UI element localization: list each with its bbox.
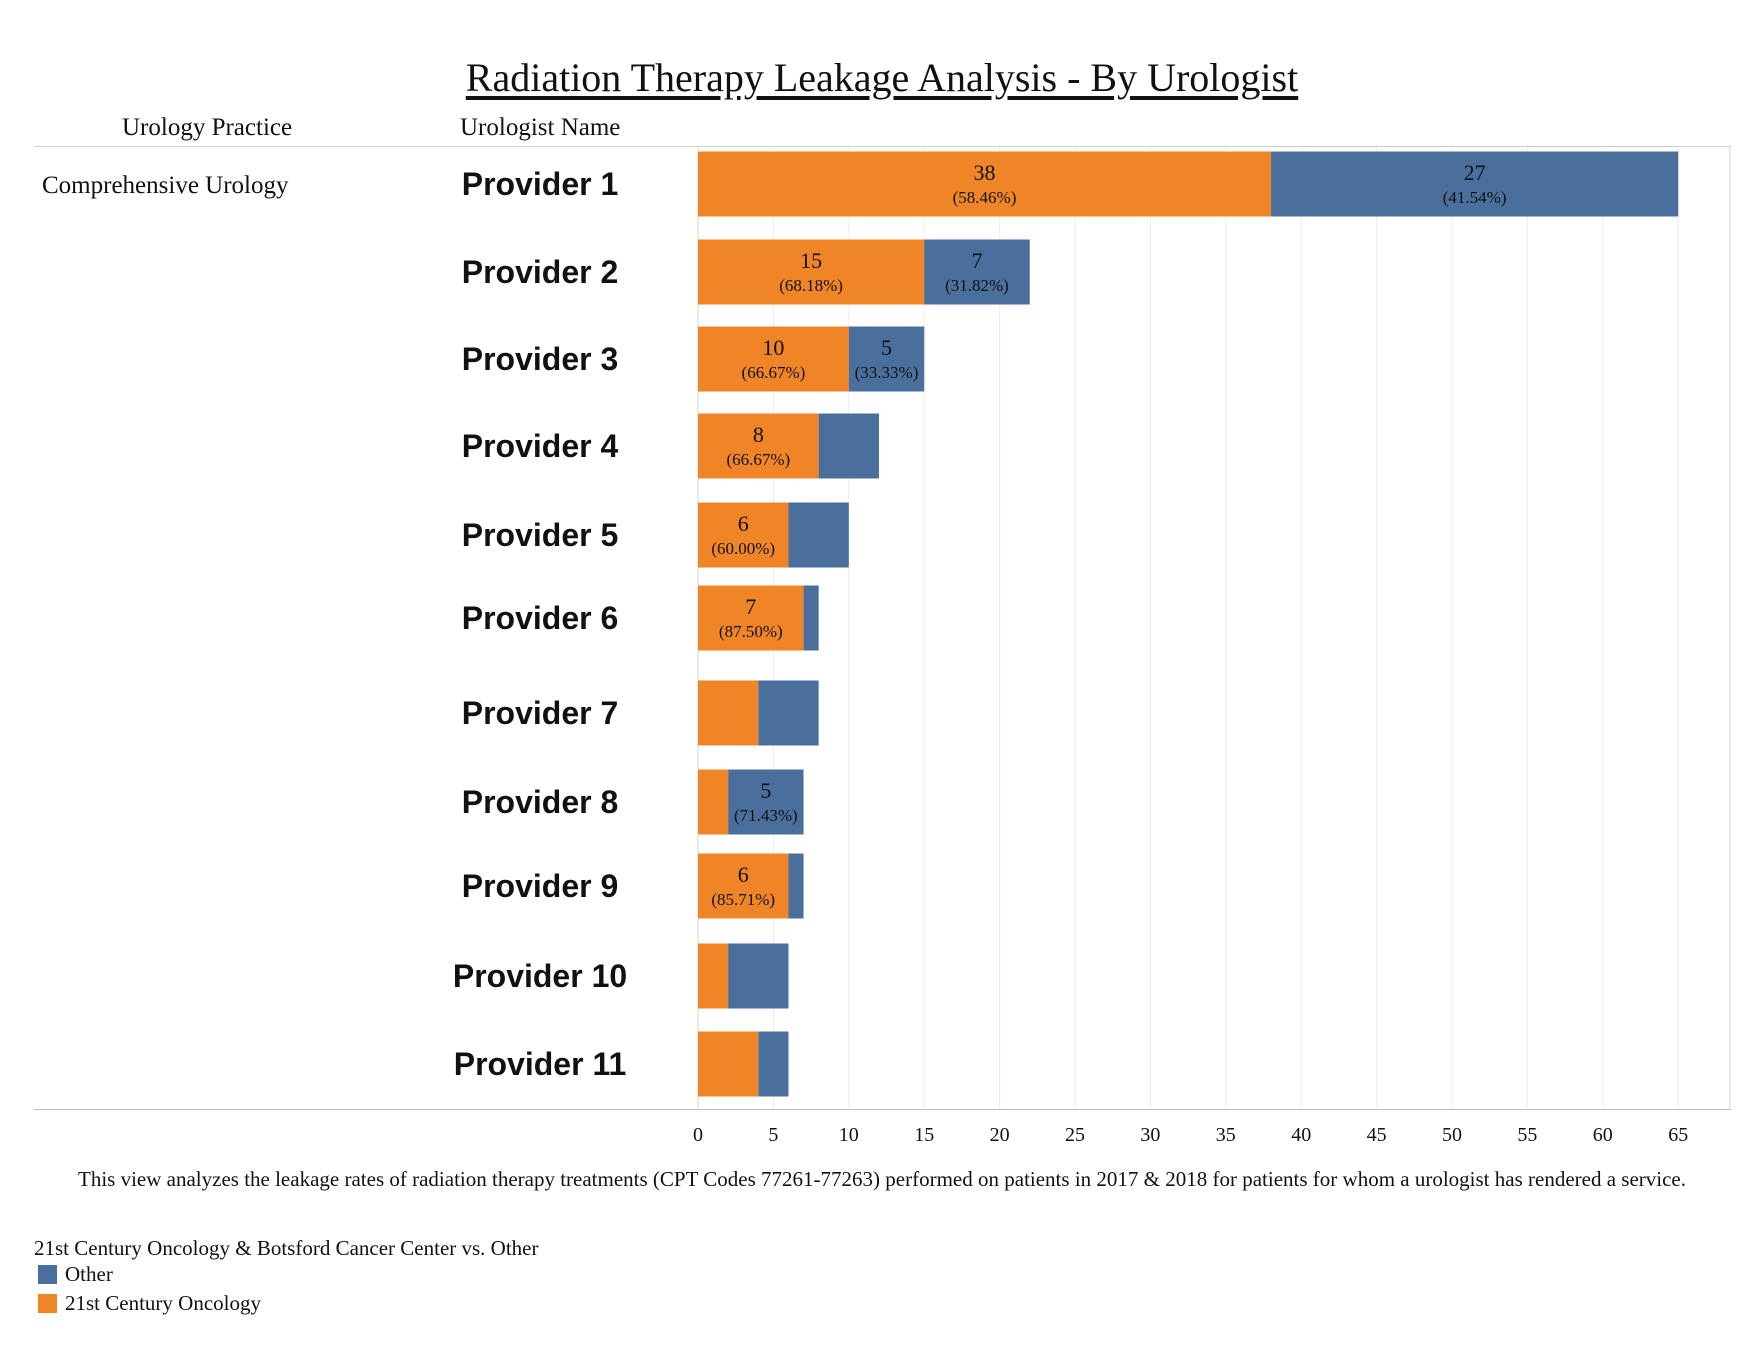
bar-segment-21st-century-oncology bbox=[698, 680, 759, 746]
bar-value-label: 27 bbox=[1464, 160, 1486, 185]
bar-value-label: 10 bbox=[762, 335, 784, 360]
bar-segment-21st-century-oncology bbox=[698, 853, 789, 919]
urologist-name-label: Provider 7 bbox=[462, 695, 619, 731]
legend-swatch-other bbox=[38, 1265, 57, 1284]
bar-segment-21st-century-oncology bbox=[698, 239, 925, 305]
x-tick-label: 65 bbox=[1668, 1124, 1688, 1146]
bar-segment-other bbox=[1271, 151, 1679, 217]
bar-segment-other bbox=[728, 769, 804, 835]
x-tick-label: 30 bbox=[1140, 1124, 1160, 1146]
bar-segment-other bbox=[758, 1031, 789, 1097]
x-tick-label: 45 bbox=[1367, 1124, 1387, 1146]
bar-percent-label: (66.67%) bbox=[742, 363, 806, 382]
bar-value-label: 8 bbox=[753, 422, 764, 447]
bar-percent-label: (31.82%) bbox=[945, 276, 1009, 295]
x-tick-label: 40 bbox=[1291, 1124, 1311, 1146]
bar-percent-label: (85.71%) bbox=[711, 890, 775, 909]
x-tick-label: 0 bbox=[693, 1124, 703, 1146]
bar-segment-21st-century-oncology bbox=[698, 413, 819, 479]
x-axis-ticks: 0 5 10 15 20 25 30 35 40 45 50 55 60 65 bbox=[693, 1124, 1688, 1146]
urologist-name-label: Provider 10 bbox=[453, 958, 627, 994]
bar-value-label: 5 bbox=[760, 778, 771, 803]
urologist-name-label: Provider 8 bbox=[462, 784, 619, 820]
bar-segment-other bbox=[803, 585, 819, 651]
legend-label-21st-century-oncology: 21st Century Oncology bbox=[65, 1291, 261, 1315]
bar-percent-label: (66.67%) bbox=[726, 450, 790, 469]
stacked-bar-chart: 38 (58.46%) 27 (41.54%) 15 (68.18%) 7 (31.82%) 1… bbox=[453, 147, 1731, 1146]
row-labels: Provider 1 Provider 2 Provider 3 Provider 4… bbox=[453, 166, 627, 1082]
legend-label-other: Other bbox=[65, 1262, 113, 1286]
x-tick-label: 55 bbox=[1517, 1124, 1537, 1146]
x-axis-line bbox=[34, 1109, 1731, 1110]
x-tick-label: 10 bbox=[839, 1124, 859, 1146]
legend-item-other: Other bbox=[38, 1262, 113, 1287]
urologist-name-label: Provider 1 bbox=[462, 166, 619, 202]
x-tick-label: 15 bbox=[914, 1124, 934, 1146]
chart-caption: This view analyzes the leakage rates of … bbox=[78, 1167, 1686, 1191]
bar-segment-other bbox=[728, 943, 789, 1009]
bar-value-label: 6 bbox=[738, 862, 749, 887]
bar-segment-other bbox=[788, 853, 804, 919]
chart-title: Radiation Therapy Leakage Analysis - By … bbox=[465, 55, 1299, 100]
urologist-name-label: Provider 9 bbox=[462, 868, 619, 904]
bar-value-label: 7 bbox=[745, 594, 756, 619]
x-tick-label: 20 bbox=[990, 1124, 1010, 1146]
urologist-name-label: Provider 3 bbox=[462, 341, 619, 377]
urologist-name-label: Provider 2 bbox=[462, 254, 619, 290]
urologist-name-label: Provider 4 bbox=[462, 428, 619, 464]
bars: 38 (58.46%) 27 (41.54%) 15 (68.18%) 7 (31.82%) 1… bbox=[698, 151, 1679, 1097]
bar-percent-label: (87.50%) bbox=[719, 622, 783, 641]
bar-segment-other bbox=[848, 326, 925, 392]
bar-segment-21st-century-oncology bbox=[698, 943, 729, 1009]
bar-value-label: 7 bbox=[971, 248, 982, 273]
bar-segment-21st-century-oncology bbox=[698, 326, 849, 392]
bar-segment-other bbox=[788, 502, 849, 568]
bar-segment-21st-century-oncology bbox=[698, 585, 804, 651]
bar-value-label: 38 bbox=[974, 160, 996, 185]
x-tick-label: 60 bbox=[1593, 1124, 1613, 1146]
x-tick-label: 25 bbox=[1065, 1124, 1085, 1146]
x-tick-label: 50 bbox=[1442, 1124, 1462, 1146]
urologist-name-label: Provider 6 bbox=[462, 600, 619, 636]
bar-percent-label: (60.00%) bbox=[711, 539, 775, 558]
practice-column-header: Urology Practice bbox=[122, 114, 293, 141]
bar-segment-other bbox=[924, 239, 1030, 305]
bar-percent-label: (68.18%) bbox=[779, 276, 843, 295]
legend-item-21st-century-oncology: 21st Century Oncology bbox=[38, 1291, 261, 1316]
legend-title: 21st Century Oncology & Botsford Cancer … bbox=[34, 1236, 539, 1260]
bar-value-label: 5 bbox=[881, 335, 892, 360]
table-top-rule bbox=[34, 146, 1731, 147]
bar-value-label: 6 bbox=[738, 511, 749, 536]
bar-segment-21st-century-oncology bbox=[698, 151, 1272, 217]
bar-percent-label: (41.54%) bbox=[1443, 188, 1507, 207]
practice-name: Comprehensive Urology bbox=[42, 172, 289, 199]
bar-percent-label: (71.43%) bbox=[734, 806, 798, 825]
bar-segment-21st-century-oncology bbox=[698, 769, 729, 835]
bar-segment-21st-century-oncology bbox=[698, 502, 789, 568]
x-tick-label: 5 bbox=[768, 1124, 778, 1146]
bar-percent-label: (33.33%) bbox=[855, 363, 919, 382]
bar-segment-other bbox=[758, 680, 819, 746]
urologist-name-label: Provider 11 bbox=[454, 1046, 627, 1082]
urologist-name-label: Provider 5 bbox=[462, 517, 619, 553]
urologist-column-header: Urologist Name bbox=[460, 114, 621, 141]
legend-swatch-21st-century-oncology bbox=[38, 1294, 57, 1313]
bar-value-label: 15 bbox=[800, 248, 822, 273]
bar-segment-other bbox=[818, 413, 879, 479]
x-tick-label: 35 bbox=[1216, 1124, 1236, 1146]
bar-segment-21st-century-oncology bbox=[698, 1031, 759, 1097]
bar-percent-label: (58.46%) bbox=[953, 188, 1017, 207]
